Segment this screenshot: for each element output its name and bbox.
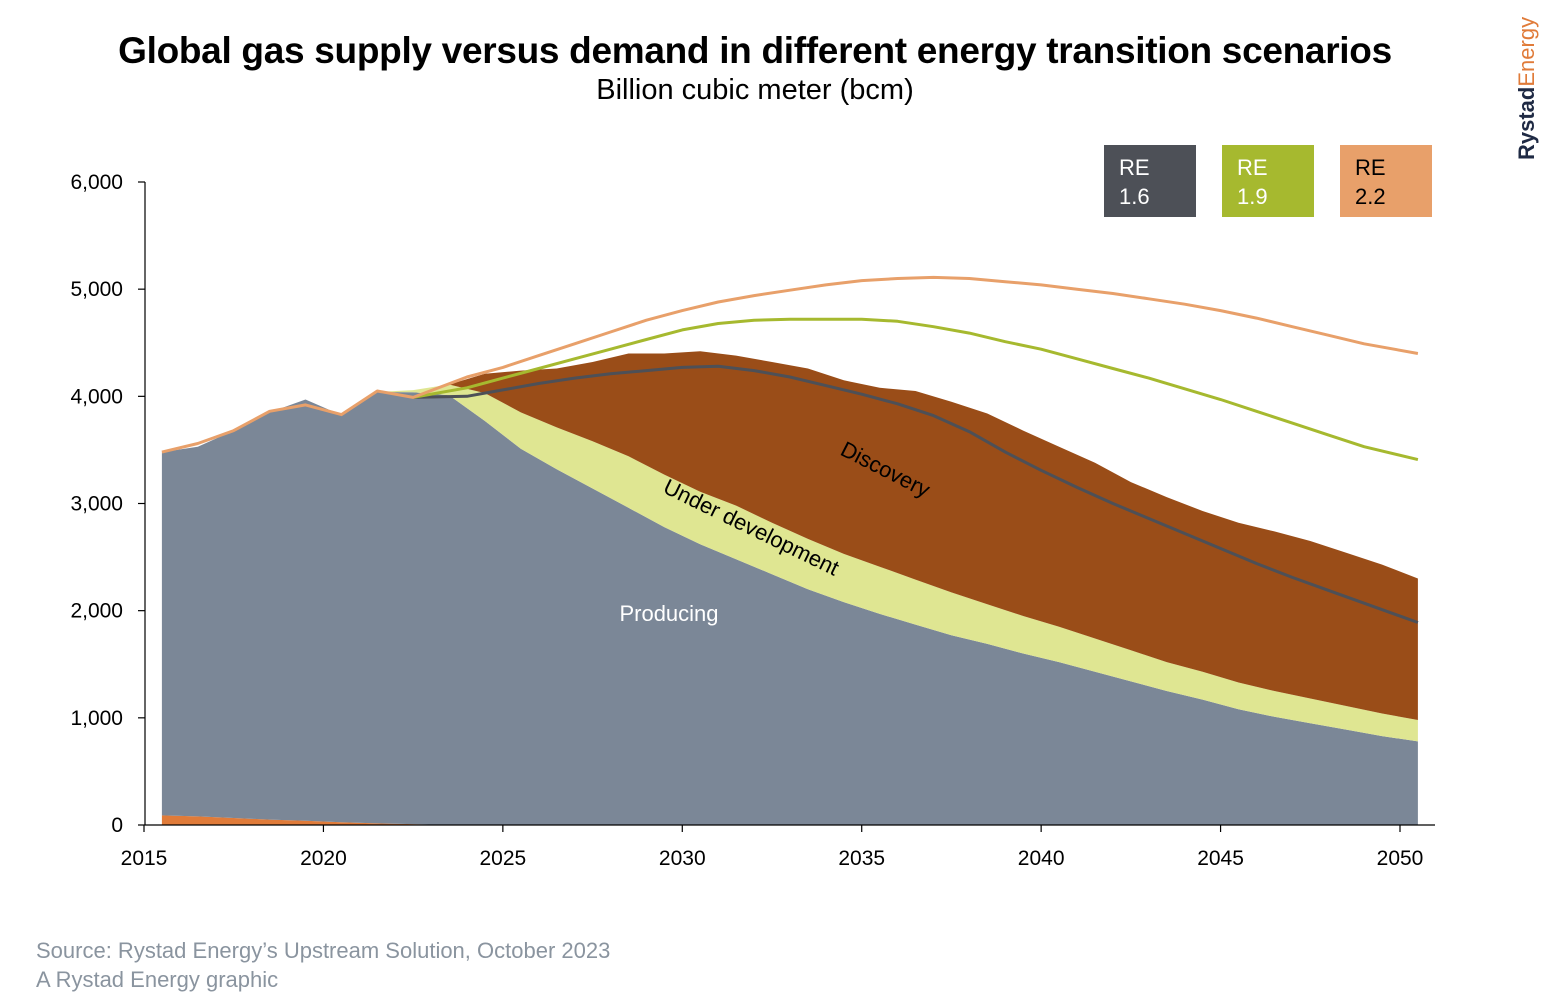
y-tick-label: 5,000 [70, 278, 123, 301]
y-tick-label: 0 [111, 814, 123, 837]
x-tick-label: 2040 [1018, 847, 1065, 870]
legend-entry-label: RE [1119, 155, 1150, 180]
brand-logo: RystadEnergy [1514, 17, 1539, 160]
y-tick-label: 3,000 [70, 493, 123, 516]
y-tick-label: 2,000 [70, 600, 123, 623]
svg-text:RystadEnergy: RystadEnergy [1514, 17, 1539, 160]
axes: 0 1,000 2,000 3,000 4,000 5,000 6,000 2015 2020 2… [70, 171, 1435, 870]
x-tick-label: 2030 [659, 847, 706, 870]
stacked-areas [161, 351, 1418, 825]
x-tick-label: 2025 [479, 847, 526, 870]
y-tick-label: 1,000 [70, 707, 123, 730]
legend-entry-value: 1.6 [1119, 184, 1150, 209]
legend-entry-3: RE 2.2 [1340, 145, 1432, 217]
demand-lines [161, 275, 1419, 624]
x-tick-label: 2035 [838, 847, 885, 870]
line-re-2-2 [161, 275, 1419, 454]
brand-logo-part1: Rystad [1514, 87, 1539, 160]
line-re-1-6 [413, 364, 1419, 624]
legend-entry-label: RE [1355, 155, 1386, 180]
legend-entry-value: 2.2 [1355, 184, 1386, 209]
area-producing [161, 392, 1418, 825]
chart-title: Global gas supply versus demand in diffe… [118, 30, 1392, 71]
chart-subtitle: Billion cubic meter (bcm) [596, 74, 914, 106]
legend-entry-1: RE 1.6 [1104, 145, 1196, 217]
area-discovery [161, 351, 1418, 720]
annotation-producing: Producing [619, 601, 718, 626]
y-tick-label: 4,000 [70, 385, 123, 408]
footer-source: Source: Rystad Energy’s Upstream Solutio… [36, 938, 611, 963]
x-tick-label: 2015 [121, 847, 168, 870]
brand-logo-part2: Energy [1514, 17, 1539, 87]
legend-entry-label: RE [1237, 155, 1268, 180]
legend-entry-value: 1.9 [1237, 184, 1268, 209]
area-under-development [161, 384, 1418, 742]
line-re-1-9 [412, 317, 1419, 462]
x-tick-label: 2045 [1197, 847, 1244, 870]
area-series-0 [161, 815, 1418, 825]
legend-entry-2: RE 1.9 [1222, 145, 1314, 217]
footer-credit: A Rystad Energy graphic [36, 967, 279, 992]
x-tick-label: 2020 [300, 847, 347, 870]
y-tick-label: 6,000 [70, 171, 123, 194]
x-tick-label: 2050 [1377, 847, 1424, 870]
